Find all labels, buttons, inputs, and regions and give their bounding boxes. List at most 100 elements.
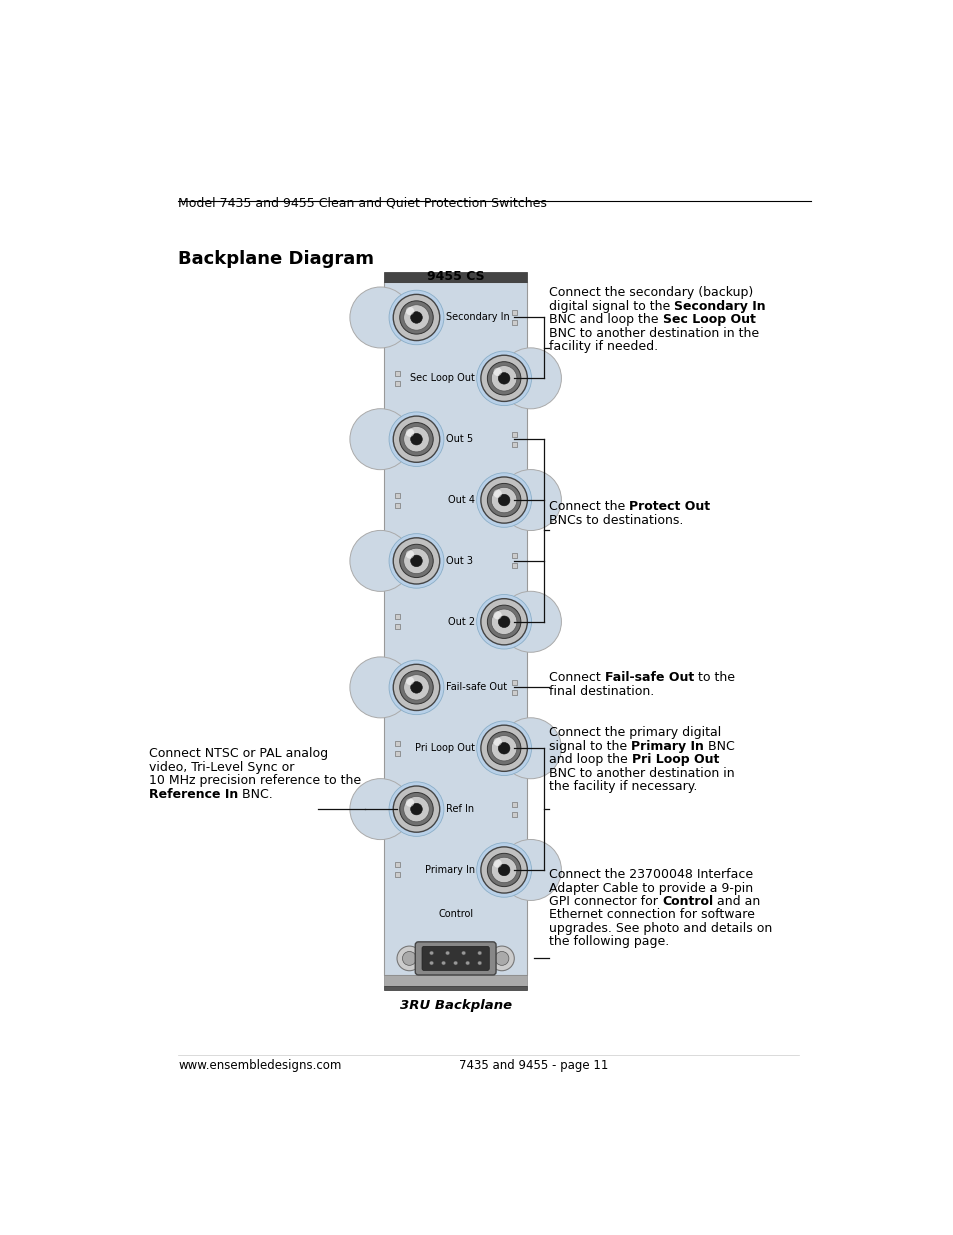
Circle shape	[399, 793, 433, 826]
Bar	[395, 624, 399, 630]
Text: GPI connector for: GPI connector for	[549, 895, 661, 908]
Circle shape	[487, 853, 520, 887]
Bar	[383, 282, 527, 974]
Circle shape	[497, 494, 510, 506]
Bar	[511, 811, 517, 816]
Circle shape	[487, 483, 520, 516]
Text: final destination.: final destination.	[549, 684, 654, 698]
Text: Ethernet connection for software: Ethernet connection for software	[549, 909, 754, 921]
Circle shape	[495, 951, 508, 966]
Text: Connect: Connect	[549, 672, 604, 684]
Circle shape	[350, 409, 411, 469]
Circle shape	[399, 422, 433, 456]
Circle shape	[429, 961, 433, 965]
Circle shape	[441, 961, 445, 965]
Text: Sec Loop Out: Sec Loop Out	[410, 373, 475, 383]
Circle shape	[410, 311, 422, 324]
Circle shape	[493, 611, 501, 620]
Circle shape	[405, 306, 414, 315]
Text: Control: Control	[437, 909, 473, 919]
Circle shape	[480, 725, 527, 772]
Circle shape	[403, 426, 429, 452]
Circle shape	[493, 737, 501, 746]
Circle shape	[477, 961, 481, 965]
Text: digital signal to the: digital signal to the	[549, 300, 674, 312]
Text: 10 MHz precision reference to the: 10 MHz precision reference to the	[149, 774, 360, 787]
Text: Out 4: Out 4	[447, 495, 475, 505]
Bar	[395, 370, 399, 375]
Text: Adapter Cable to provide a 9-pin: Adapter Cable to provide a 9-pin	[549, 882, 753, 894]
Text: the following page.: the following page.	[549, 935, 669, 948]
Text: Sec Loop Out: Sec Loop Out	[662, 312, 755, 326]
Text: signal to the: signal to the	[549, 740, 631, 753]
Circle shape	[410, 803, 422, 815]
Circle shape	[429, 951, 433, 955]
Bar	[395, 741, 399, 746]
Text: Connect the: Connect the	[549, 500, 629, 513]
Bar	[511, 442, 517, 447]
Circle shape	[487, 362, 520, 395]
Text: Pri Loop Out: Pri Loop Out	[631, 753, 719, 767]
Circle shape	[491, 857, 517, 883]
Text: Secondary In: Secondary In	[445, 312, 509, 322]
Circle shape	[399, 671, 433, 704]
Text: Backplane Diagram: Backplane Diagram	[178, 249, 374, 268]
Circle shape	[487, 605, 520, 638]
Text: facility if needed.: facility if needed.	[549, 340, 658, 353]
Text: BNC to another destination in the: BNC to another destination in the	[549, 326, 759, 340]
Text: 7435 and 9455 - page 11: 7435 and 9455 - page 11	[459, 1060, 608, 1072]
Circle shape	[393, 785, 439, 832]
Circle shape	[410, 556, 422, 567]
Bar	[395, 751, 399, 756]
Text: Fail-safe Out: Fail-safe Out	[604, 672, 694, 684]
Circle shape	[499, 718, 560, 779]
Bar	[511, 802, 517, 806]
Bar	[511, 563, 517, 568]
Circle shape	[476, 473, 531, 527]
Bar	[511, 690, 517, 695]
Bar	[511, 432, 517, 437]
Circle shape	[405, 551, 414, 558]
Bar	[383, 974, 527, 986]
FancyBboxPatch shape	[421, 946, 489, 971]
Circle shape	[480, 356, 527, 401]
Circle shape	[476, 594, 531, 650]
Text: Protect Out: Protect Out	[629, 500, 710, 513]
Text: www.ensembledesigns.com: www.ensembledesigns.com	[178, 1060, 341, 1072]
Text: upgrades. See photo and details on: upgrades. See photo and details on	[549, 923, 772, 935]
Circle shape	[402, 951, 416, 966]
Circle shape	[497, 864, 510, 876]
Text: Control: Control	[661, 895, 712, 908]
Circle shape	[477, 951, 481, 955]
Circle shape	[403, 674, 429, 700]
Circle shape	[480, 599, 527, 645]
Circle shape	[499, 840, 560, 900]
Bar	[395, 614, 399, 619]
Text: Connect the primary digital: Connect the primary digital	[549, 726, 720, 740]
Circle shape	[461, 951, 465, 955]
Text: Fail-safe Out: Fail-safe Out	[445, 683, 507, 693]
Circle shape	[493, 860, 501, 868]
Circle shape	[350, 530, 411, 592]
Text: BNC and loop the: BNC and loop the	[549, 312, 662, 326]
Circle shape	[389, 782, 443, 836]
Text: 3RU Backplane: 3RU Backplane	[399, 999, 511, 1011]
Bar	[383, 272, 527, 282]
Circle shape	[396, 946, 421, 971]
Circle shape	[389, 412, 443, 467]
Circle shape	[480, 847, 527, 893]
Circle shape	[389, 534, 443, 588]
Text: Ref In: Ref In	[445, 804, 474, 814]
Circle shape	[350, 287, 411, 348]
Text: Model 7435 and 9455 Clean and Quiet Protection Switches: Model 7435 and 9455 Clean and Quiet Prot…	[178, 196, 547, 210]
Bar	[511, 320, 517, 325]
Bar	[383, 986, 527, 989]
Bar	[395, 493, 399, 498]
Text: to the: to the	[694, 672, 735, 684]
Bar	[395, 503, 399, 508]
Circle shape	[393, 537, 439, 584]
Circle shape	[499, 592, 560, 652]
Circle shape	[389, 290, 443, 345]
Circle shape	[350, 657, 411, 718]
Circle shape	[403, 548, 429, 573]
